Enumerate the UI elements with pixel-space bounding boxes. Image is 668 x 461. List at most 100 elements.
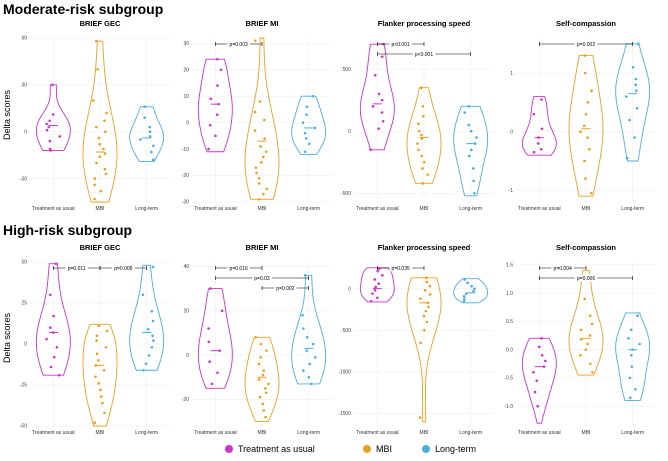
y-tick-label: -1500 (338, 411, 351, 417)
data-point-mbi (265, 349, 268, 352)
data-point-treatment (377, 282, 381, 285)
violin-treatment (521, 337, 557, 424)
data-point-mbi (590, 322, 594, 326)
data-point-mbi (428, 284, 432, 288)
data-point-mbi (103, 411, 106, 415)
data-point-mbi (260, 161, 263, 164)
x-tick-label: Treatment as usual (194, 206, 237, 212)
data-point-mbi (264, 415, 267, 419)
data-point-treatment (217, 102, 220, 106)
significance-label: p=0.002 (577, 42, 595, 48)
significance-label: p<0.001 (415, 52, 433, 58)
data-point-mbi (584, 112, 588, 116)
data-point-longterm (630, 365, 634, 368)
data-point-longterm (628, 376, 632, 380)
panel-title: Flanker processing speed (378, 243, 471, 252)
data-point-longterm (465, 292, 468, 295)
data-point-mbi (588, 314, 592, 318)
y-tick-label: -30 (20, 176, 27, 182)
data-point-mbi (258, 100, 262, 103)
violin-longterm (453, 105, 489, 197)
data-point-mbi (257, 182, 261, 185)
data-point-mbi (97, 324, 101, 328)
data-point-longterm (634, 77, 638, 81)
data-point-treatment (376, 269, 379, 273)
data-point-mbi (417, 129, 421, 133)
data-point-longterm (150, 150, 153, 154)
data-point-mbi (420, 133, 423, 137)
data-point-mbi (259, 356, 262, 359)
data-point-longterm (151, 334, 154, 338)
data-point-longterm (637, 42, 640, 46)
data-point-longterm (139, 138, 142, 141)
data-point-mbi (591, 370, 594, 374)
significance-label: p<0.001 (392, 42, 410, 48)
significance-label-bg (112, 264, 135, 272)
data-point-mbi (93, 183, 96, 187)
data-point-mbi (94, 375, 97, 379)
significance-label-bg (389, 40, 412, 48)
data-point-longterm (142, 368, 145, 372)
data-point-mbi (586, 101, 590, 104)
data-point-longterm (472, 289, 475, 293)
data-point-treatment (542, 365, 546, 368)
data-point-treatment (209, 97, 213, 101)
data-point-treatment (47, 125, 51, 129)
x-tick-label: MBI (96, 206, 105, 212)
data-point-mbi (95, 334, 99, 338)
data-point-mbi (265, 187, 269, 191)
y-tick-label: 1.5 (506, 263, 513, 269)
data-point-treatment (49, 293, 52, 297)
data-point-longterm (147, 354, 151, 357)
legend-label-treatment: Treatment as usual (238, 444, 315, 454)
data-point-mbi (579, 130, 582, 134)
data-point-treatment (209, 287, 212, 290)
data-point-longterm (472, 179, 475, 183)
y-tick-label: -1.0 (504, 404, 513, 410)
data-point-mbi (259, 342, 263, 346)
data-point-mbi (421, 182, 425, 185)
violin-treatment (359, 43, 395, 151)
data-point-mbi (417, 148, 420, 152)
data-point-mbi (99, 388, 102, 392)
data-point-longterm (634, 387, 637, 391)
data-point-mbi (257, 362, 261, 366)
data-point-longterm (630, 354, 633, 357)
y-tick-label: 1 (510, 71, 513, 77)
significance-label: p=0.011 (68, 266, 86, 272)
data-point-longterm (634, 83, 638, 87)
data-point-mbi (262, 369, 265, 372)
data-point-treatment (371, 292, 374, 295)
y-tick-label: -500 (341, 328, 351, 334)
data-point-treatment (214, 134, 217, 138)
data-point-mbi (93, 177, 97, 180)
y-tick-label: 0.5 (506, 319, 513, 325)
data-point-treatment (535, 379, 539, 383)
data-point-longterm (151, 158, 155, 162)
x-tick-label: Long-term (297, 430, 320, 436)
panel-title: BRIEF MI (246, 243, 279, 252)
data-point-treatment (51, 83, 54, 87)
data-point-mbi (101, 401, 104, 405)
significance-label: p=0.003 (230, 42, 248, 48)
data-point-mbi (253, 110, 257, 114)
data-point-longterm (308, 362, 312, 366)
data-point-mbi (579, 328, 583, 332)
data-point-mbi (261, 373, 265, 377)
data-point-mbi (98, 155, 101, 158)
data-point-mbi (102, 368, 106, 372)
x-tick-label: MBI (258, 206, 267, 212)
data-point-longterm (148, 135, 152, 138)
y-tick-label: -0.5 (504, 376, 513, 382)
data-point-mbi (258, 395, 262, 399)
data-point-treatment (373, 73, 377, 77)
data-point-mbi (93, 197, 96, 201)
data-point-mbi (583, 159, 586, 163)
data-point-mbi (589, 362, 592, 366)
y-tick-label: 50 (21, 260, 27, 266)
data-point-treatment (45, 128, 49, 132)
data-point-treatment (536, 142, 540, 145)
data-point-longterm (470, 284, 473, 288)
significance-label: p=0.005 (114, 266, 132, 272)
